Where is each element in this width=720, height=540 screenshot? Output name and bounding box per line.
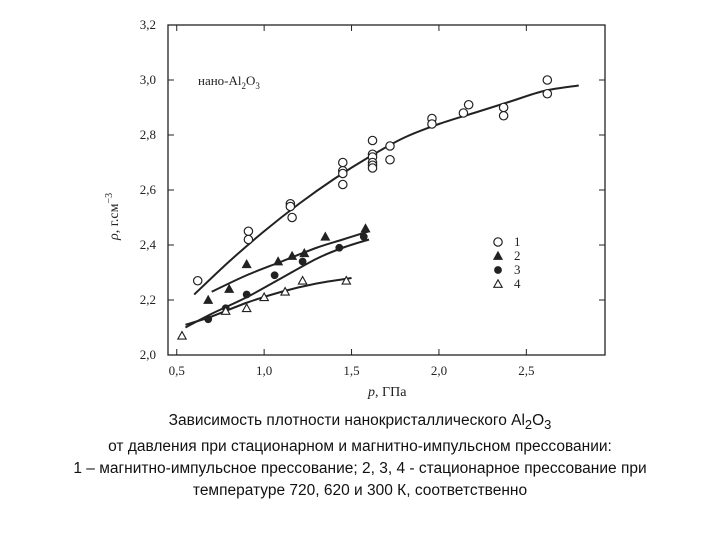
point-series-3 <box>242 290 251 299</box>
y-tick-label: 2,8 <box>140 127 156 142</box>
legend-label-3: 3 <box>514 262 521 277</box>
y-tick-label: 2,0 <box>140 347 156 362</box>
point-series-3 <box>298 257 307 266</box>
point-series-1 <box>192 275 203 286</box>
x-tick-label: 1,5 <box>343 363 359 378</box>
point-series-1 <box>337 168 348 179</box>
y-tick-label: 3,0 <box>140 72 156 87</box>
point-series-3 <box>204 315 213 324</box>
curve-series-1 <box>193 84 579 296</box>
data-points <box>176 75 553 340</box>
legend-label-4: 4 <box>514 276 521 291</box>
point-series-1 <box>367 135 378 146</box>
y-tick-label: 3,2 <box>140 17 156 32</box>
x-tick-label: 2,5 <box>518 363 534 378</box>
y-axis-label: ρ, г.см−3 <box>104 193 122 241</box>
x-tick-label: 1,0 <box>256 363 272 378</box>
legend-label-1: 1 <box>514 234 521 249</box>
fit-curves <box>185 84 579 329</box>
point-series-2 <box>360 223 371 233</box>
point-series-1 <box>367 163 378 173</box>
point-series-2 <box>320 231 331 241</box>
point-series-3 <box>270 271 279 280</box>
legend-marker-3 <box>494 266 502 274</box>
caption-line-1: Зависимость плотности нанокристаллическо… <box>168 412 552 433</box>
caption-line-2: от давления при стационарном и магнитно-… <box>108 438 612 456</box>
legend-marker-1 <box>493 237 503 247</box>
point-series-1 <box>385 141 395 151</box>
point-series-4 <box>341 275 352 285</box>
point-series-2 <box>203 294 214 304</box>
y-tick-label: 2,2 <box>140 292 156 307</box>
point-series-1 <box>285 201 296 212</box>
point-series-1 <box>337 179 348 190</box>
point-series-4 <box>220 305 231 315</box>
axis-ticks: 0,5 1,0 1,5 2,0 2,5 2,0 2,2 2,4 2,6 2,8 3,0 3,2 <box>140 17 605 378</box>
point-series-2 <box>273 256 284 266</box>
point-series-4 <box>241 302 252 313</box>
point-series-3 <box>335 243 344 252</box>
curve-series-3 <box>185 238 370 329</box>
point-series-1 <box>542 88 553 99</box>
point-series-4 <box>279 286 291 296</box>
point-series-1 <box>337 157 348 168</box>
point-series-2 <box>287 250 298 260</box>
point-series-1 <box>243 226 254 237</box>
point-series-4 <box>259 291 270 302</box>
x-tick-label: 2,0 <box>431 363 447 378</box>
point-series-1 <box>463 99 474 110</box>
x-tick-label: 0,5 <box>169 363 185 378</box>
legend-label-2: 2 <box>514 248 521 263</box>
point-series-1 <box>498 110 509 121</box>
point-series-1 <box>243 234 254 245</box>
legend-marker-2 <box>492 250 504 260</box>
legend-marker-4 <box>492 278 504 288</box>
y-tick-label: 2,6 <box>140 182 157 197</box>
density-pressure-chart: 0,5 1,0 1,5 2,0 2,5 2,0 2,2 2,4 2,6 2,8 3,0 3,2 123… <box>104 17 606 400</box>
point-series-2 <box>299 248 310 258</box>
point-series-1 <box>458 108 469 118</box>
point-series-2 <box>224 283 235 293</box>
point-series-1 <box>498 102 509 113</box>
point-series-2 <box>241 259 252 269</box>
point-series-1 <box>542 75 553 85</box>
x-axis-label: p, ГПа <box>367 385 407 400</box>
point-series-4 <box>297 275 308 285</box>
y-tick-label: 2,4 <box>140 237 157 252</box>
caption-line-3: 1 – магнитно-импульсное прессование; 2, … <box>73 460 647 478</box>
curve-series-2 <box>211 230 370 293</box>
point-series-4 <box>176 330 188 340</box>
point-series-1 <box>287 212 297 223</box>
point-series-1 <box>385 154 395 165</box>
figure-caption: Зависимость плотности нанокристаллическо… <box>0 410 720 502</box>
point-series-1 <box>427 119 437 129</box>
caption-line-4: температуре 720, 620 и 300 К, соответств… <box>192 482 528 500</box>
inset-label: нано-Al2O3 <box>198 73 260 91</box>
point-series-3 <box>359 232 368 241</box>
